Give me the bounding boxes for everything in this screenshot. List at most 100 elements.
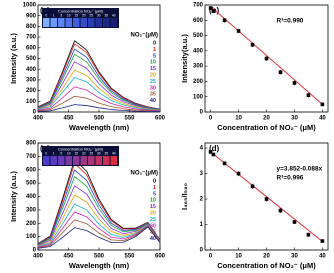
legend-entry: 35	[150, 92, 156, 98]
annotation: R²=0.990	[277, 18, 304, 25]
y-axis-label: Intensity(a.u.)	[180, 34, 189, 83]
legend-entry: 10	[150, 198, 156, 204]
x-axis-label: Wavelength (nm)	[69, 123, 130, 132]
spectrum-line	[37, 86, 161, 112]
x-tick-label: 0	[209, 116, 213, 122]
data-point	[320, 239, 325, 243]
inset-label: 5	[60, 13, 62, 17]
data-point	[250, 42, 255, 47]
legend-entry: 0	[153, 178, 156, 184]
x-tick-label: 30	[291, 116, 298, 122]
inset-swatch	[43, 18, 50, 27]
y-axis-label: Intensity (a.u.)	[9, 33, 18, 84]
data-point	[222, 18, 227, 23]
inset-swatch	[103, 156, 110, 165]
legend-entry: 20	[150, 210, 156, 216]
spectrum-line	[37, 219, 161, 249]
y-tick-label: 3	[200, 171, 204, 177]
panel: 0 10 20 30 40 0 1 2 3 4 Concentration of NO₂⁻ (μM)…	[180, 142, 329, 270]
inset-swatch	[73, 18, 80, 27]
spectrum-line	[37, 69, 161, 111]
spectrum-line	[37, 40, 161, 110]
inset-swatch	[65, 156, 72, 165]
data-point	[292, 81, 297, 85]
inset-label: 10	[67, 13, 71, 17]
y-tick-label: 1000	[23, 3, 37, 9]
data-point	[278, 208, 283, 213]
x-tick-label: 10	[235, 116, 242, 122]
y-tick-label: 300	[193, 64, 204, 70]
y-tick-label: 700	[26, 35, 37, 41]
x-tick-label: 450	[63, 254, 74, 260]
y-tick-label: 800	[26, 141, 37, 147]
y-tick-label: 100	[193, 94, 204, 100]
inset-label: 0	[45, 151, 47, 155]
fit-line	[210, 6, 323, 105]
spectrum-line	[37, 77, 161, 112]
data-point	[208, 6, 213, 10]
x-tick-label: 30	[291, 254, 298, 260]
inset-label: 25	[89, 151, 93, 155]
data-point	[250, 184, 255, 189]
y-tick-label: 2	[200, 197, 204, 203]
inset-label: 35	[104, 13, 108, 17]
y-tick-label: 4	[200, 146, 204, 152]
data-point	[211, 9, 216, 13]
spectrum-line	[37, 53, 161, 111]
legend-entry: 0	[153, 40, 156, 46]
legend-entry: 40	[150, 98, 156, 104]
legend-title: NO₂⁻(μM)	[131, 171, 159, 177]
inset-label: 35	[104, 151, 108, 155]
y-tick-label: 400	[193, 48, 204, 54]
inset-swatch	[58, 18, 65, 27]
spectrum-line	[37, 185, 161, 246]
inset-label: 15	[74, 151, 78, 155]
x-tick-label: 0	[209, 254, 213, 260]
inset-label: 0	[45, 13, 47, 17]
y-tick-label: 0	[33, 248, 37, 254]
y-tick-label: 300	[26, 207, 37, 213]
legend-entry: 25	[150, 217, 156, 223]
legend-entry: 40	[150, 236, 156, 242]
x-tick-label: 600	[155, 254, 166, 260]
legend-entry: 15	[150, 66, 156, 72]
x-tick-label: 20	[263, 254, 270, 260]
spectrum-line	[37, 226, 161, 249]
y-tick-label: 0	[200, 110, 204, 116]
x-tick-label: 600	[155, 116, 166, 122]
spectrum-line	[37, 104, 161, 113]
inset-swatch	[73, 156, 80, 165]
y-axis-label: I₄₆₅/I₅₈₀	[180, 183, 189, 210]
legend-entry: 20	[150, 72, 156, 78]
annotation: y=3.852-0.088x	[277, 166, 323, 173]
annotation: R²=0.996	[277, 175, 304, 182]
y-tick-label: 100	[26, 99, 37, 105]
y-tick-label: 700	[193, 3, 204, 9]
inset-label: 25	[89, 13, 93, 17]
x-tick-label: 40	[319, 116, 326, 122]
x-tick-label: 500	[94, 254, 105, 260]
data-point	[306, 232, 311, 237]
panel: 400 450 500 550 6000100200300400500600700800…	[9, 3, 166, 132]
spectrum-line	[37, 61, 161, 111]
data-point	[264, 197, 269, 201]
data-point	[236, 29, 241, 33]
inset-label: 15	[74, 13, 78, 17]
inset-label: 20	[82, 151, 86, 155]
y-tick-label: 0	[200, 248, 204, 254]
legend-entry: 15	[150, 204, 156, 210]
inset-swatch	[80, 156, 87, 165]
x-tick-label: 400	[33, 254, 44, 260]
data-point	[278, 70, 283, 75]
y-tick-label: 600	[26, 45, 37, 51]
inset-swatch	[103, 18, 110, 27]
y-tick-label: 1	[200, 222, 204, 228]
data-point	[211, 152, 216, 157]
spectrum-line	[37, 43, 161, 110]
x-axis-label: Wavelength (nm)	[69, 261, 130, 270]
x-tick-label: 550	[124, 254, 135, 260]
y-tick-label: 400	[26, 67, 37, 73]
x-tick-label: 500	[94, 116, 105, 122]
legend-title: NO₂⁻(μM)	[131, 33, 159, 39]
y-tick-label: 400	[26, 194, 37, 200]
